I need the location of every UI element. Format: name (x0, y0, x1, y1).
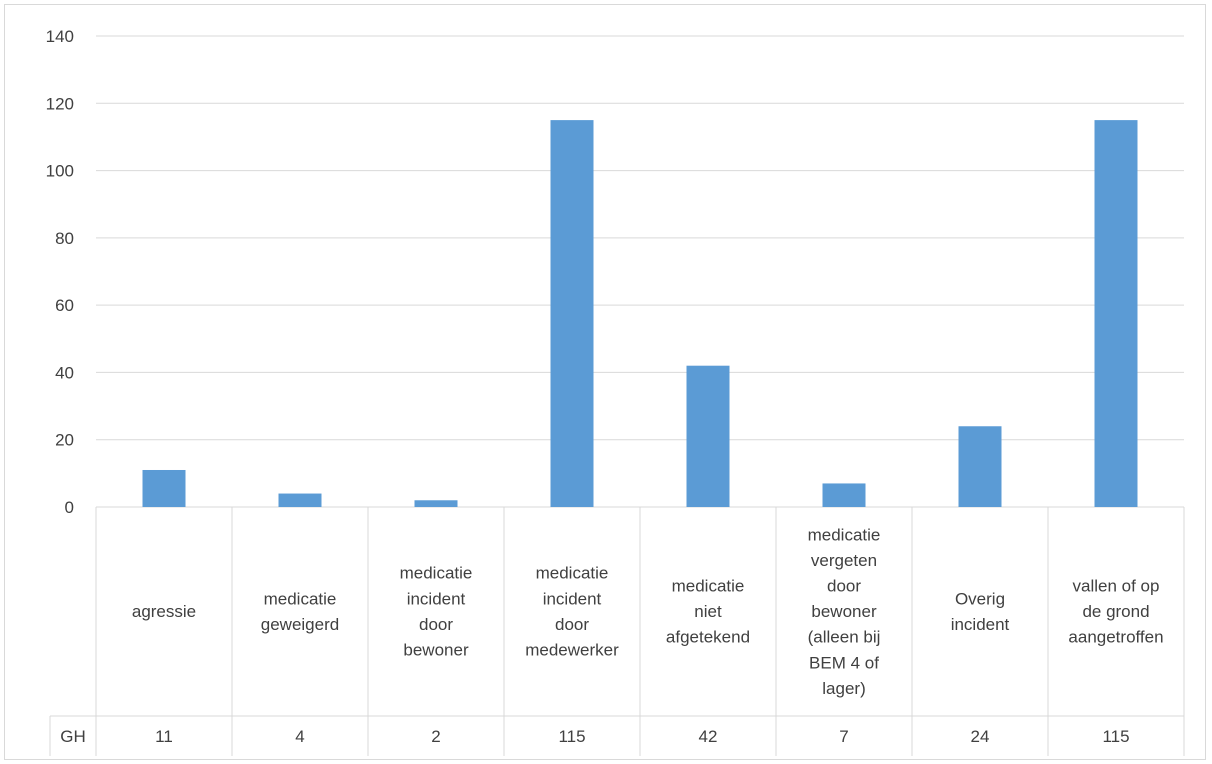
data-label: 11 (155, 727, 173, 746)
bar (686, 365, 730, 507)
category-label-line: bewoner (811, 602, 877, 621)
category-label-line: door (555, 615, 589, 634)
category-label: Overig incident (951, 589, 1010, 634)
category-label: medicatie niet afgetekend (666, 577, 750, 647)
category-label-line: medicatie (264, 589, 337, 608)
category-label: medicatie vergeten door bewoner (alleen bij B… (808, 525, 881, 698)
series-name-label: GH (60, 727, 86, 746)
category-label-line: door (827, 577, 861, 596)
category-label-line: geweigerd (261, 615, 339, 634)
category-label-line: vergeten (811, 551, 877, 570)
bar (550, 120, 594, 507)
category-label-line: de grond (1082, 602, 1149, 621)
category-label-line: bewoner (403, 641, 469, 660)
data-table: agressie medicatie geweigerd medicatie incid… (49, 507, 1185, 756)
bar (1094, 120, 1138, 507)
category-label-line: medicatie (672, 577, 745, 596)
bar (414, 500, 458, 507)
category-label-line: agressie (132, 602, 196, 621)
category-label: medicatie incident door medewerker (525, 564, 619, 660)
y-tick-label: 120 (46, 94, 74, 113)
category-label-line: door (419, 615, 453, 634)
y-tick-label: 140 (46, 27, 74, 46)
y-tick-label: 20 (55, 431, 74, 450)
bar (822, 483, 866, 507)
data-label: 7 (839, 727, 848, 746)
category-label: vallen of op de grond aangetroffen (1068, 577, 1163, 647)
data-label: 42 (699, 727, 718, 746)
bar (142, 469, 186, 507)
category-label-line: afgetekend (666, 628, 750, 647)
y-tick-label: 0 (65, 498, 74, 517)
bar (958, 426, 1002, 507)
gridlines (96, 35, 1184, 508)
category-label-line: incident (951, 615, 1010, 634)
bar (278, 493, 322, 507)
data-label: 24 (971, 727, 990, 746)
category-label-line: incident (543, 589, 602, 608)
category-label-line: Overig (955, 589, 1005, 608)
category-label-line: incident (407, 589, 466, 608)
y-axis-tick-labels: 0 20 40 60 80 100 120 140 (46, 27, 74, 517)
category-label: medicatie geweigerd (261, 589, 339, 634)
category-label-line: medicatie (808, 525, 881, 544)
y-tick-label: 60 (55, 296, 74, 315)
category-label-line: niet (694, 602, 722, 621)
category-label-line: medewerker (525, 641, 619, 660)
category-label-line: medicatie (400, 564, 473, 583)
data-label: 4 (295, 727, 304, 746)
category-label-line: vallen of op (1073, 577, 1160, 596)
category-label-line: BEM 4 of (809, 653, 879, 672)
category-label-line: medicatie (536, 564, 609, 583)
category-label-line: (alleen bij (808, 628, 881, 647)
category-label-line: lager) (822, 679, 865, 698)
y-tick-label: 40 (55, 363, 74, 382)
category-label: agressie (132, 602, 196, 621)
data-label: 115 (558, 727, 585, 746)
category-label-line: aangetroffen (1068, 628, 1163, 647)
y-tick-label: 80 (55, 229, 74, 248)
data-label: 2 (431, 727, 440, 746)
chart-area (4, 4, 1206, 760)
bars (142, 120, 1138, 507)
data-label: 115 (1102, 727, 1129, 746)
y-tick-label: 100 (46, 162, 74, 181)
category-label: medicatie incident door bewoner (400, 564, 473, 660)
